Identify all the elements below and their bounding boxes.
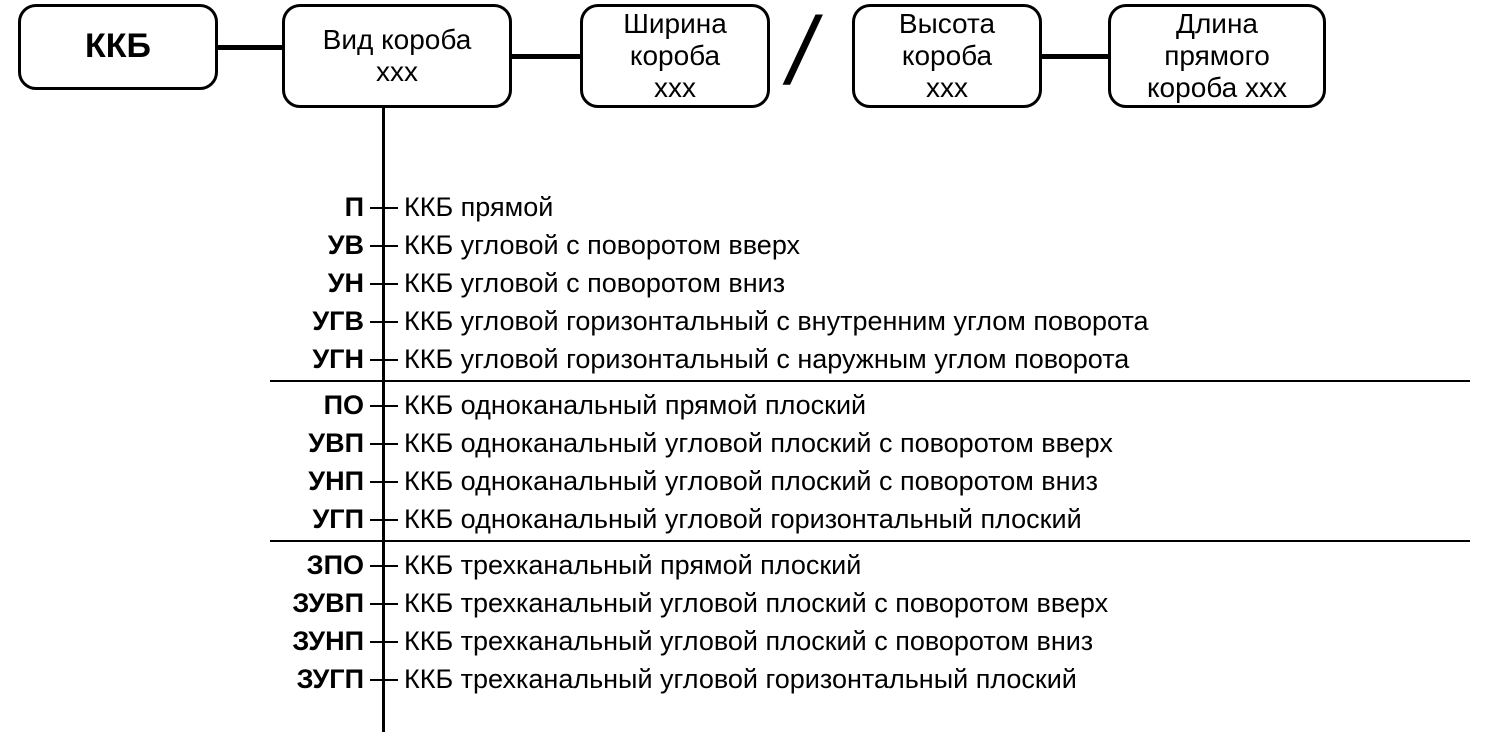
connector-h-0 (218, 45, 282, 50)
group-divider (270, 380, 1470, 382)
box-length: Длинапрямогокороба xxx (1108, 4, 1326, 108)
type-desc: ККБ трехканальный прямой плоский (398, 550, 861, 581)
list-row: ЗУВП ККБ трехканальный угловой плоский с … (280, 588, 1108, 619)
type-code: ЗУГП (280, 664, 370, 695)
tick-connector (370, 207, 398, 209)
type-code: П (280, 192, 370, 223)
type-desc: ККБ угловой с поворотом вверх (398, 230, 800, 261)
type-desc: ККБ угловой горизонтальный с наружным уг… (398, 344, 1129, 375)
connector-h-1 (512, 54, 580, 59)
box-kkb: ККБ (18, 4, 218, 90)
slash-separator: / (788, 4, 815, 100)
tick-connector (370, 443, 398, 445)
type-desc: ККБ одноканальный угловой плоский с пово… (398, 466, 1098, 497)
box-width-line: Ширина (623, 8, 727, 40)
box-width: Ширинакоробаxxx (580, 4, 770, 108)
type-code: ПО (280, 390, 370, 421)
box-width-line: короба (630, 40, 720, 72)
tick-connector (370, 565, 398, 567)
type-code: УГН (280, 344, 370, 375)
list-row: ЗПО ККБ трехканальный прямой плоский (280, 550, 861, 581)
list-row: ПО ККБ одноканальный прямой плоский (280, 390, 866, 421)
list-row: П ККБ прямой (280, 192, 553, 223)
type-code: УВ (280, 230, 370, 261)
connector-h-2 (1042, 54, 1108, 59)
box-type-line: Вид короба (323, 24, 472, 56)
box-height-line: xxx (926, 72, 968, 104)
list-row: ЗУГП ККБ трехканальный угловой горизонтал… (280, 664, 1077, 695)
tick-connector (370, 283, 398, 285)
list-row: УН ККБ угловой с поворотом вниз (280, 268, 785, 299)
tick-connector (370, 359, 398, 361)
list-row: УГН ККБ угловой горизонтальный с наружным… (280, 344, 1129, 375)
tick-connector (370, 641, 398, 643)
type-desc: ККБ угловой с поворотом вниз (398, 268, 785, 299)
tick-connector (370, 405, 398, 407)
type-code: УН (280, 268, 370, 299)
box-height-line: короба (902, 40, 992, 72)
type-desc: ККБ трехканальный угловой горизонтальный… (398, 664, 1077, 695)
type-code: ЗУВП (280, 588, 370, 619)
type-desc: ККБ одноканальный угловой плоский с пово… (398, 428, 1113, 459)
type-desc: ККБ прямой (398, 192, 553, 223)
type-desc: ККБ одноканальный угловой горизонтальный… (398, 504, 1082, 535)
list-row: УВП ККБ одноканальный угловой плоский с п… (280, 428, 1113, 459)
group-divider (270, 540, 1470, 542)
list-row: УГВ ККБ угловой горизонтальный с внутренн… (280, 306, 1149, 337)
type-code: УГП (280, 504, 370, 535)
box-length-line: Длина (1176, 8, 1258, 40)
type-code: УВП (280, 428, 370, 459)
box-height: Высотакоробаxxx (852, 4, 1042, 108)
type-desc: ККБ угловой горизонтальный с внутренним … (398, 306, 1149, 337)
tick-connector (370, 321, 398, 323)
type-code: УНП (280, 466, 370, 497)
type-desc: ККБ одноканальный прямой плоский (398, 390, 866, 421)
tick-connector (370, 603, 398, 605)
box-height-line: Высота (899, 8, 995, 40)
box-width-line: xxx (654, 72, 696, 104)
box-type-line: xxx (376, 56, 418, 88)
box-kkb-line: ККБ (85, 27, 151, 66)
type-code: ЗПО (280, 550, 370, 581)
list-row: УНП ККБ одноканальный угловой плоский с п… (280, 466, 1098, 497)
type-code: ЗУНП (280, 626, 370, 657)
tick-connector (370, 519, 398, 521)
box-type: Вид коробаxxx (282, 4, 512, 108)
box-length-line: прямого (1164, 40, 1270, 72)
type-desc: ККБ трехканальный угловой плоский с пово… (398, 626, 1093, 657)
type-code: УГВ (280, 306, 370, 337)
tick-connector (370, 481, 398, 483)
list-row: УГП ККБ одноканальный угловой горизонталь… (280, 504, 1082, 535)
type-desc: ККБ трехканальный угловой плоский с пово… (398, 588, 1108, 619)
box-length-line: короба xxx (1147, 72, 1287, 104)
list-row: УВ ККБ угловой с поворотом вверх (280, 230, 800, 261)
list-row: ЗУНП ККБ трехканальный угловой плоский с … (280, 626, 1093, 657)
tick-connector (370, 679, 398, 681)
tick-connector (370, 245, 398, 247)
